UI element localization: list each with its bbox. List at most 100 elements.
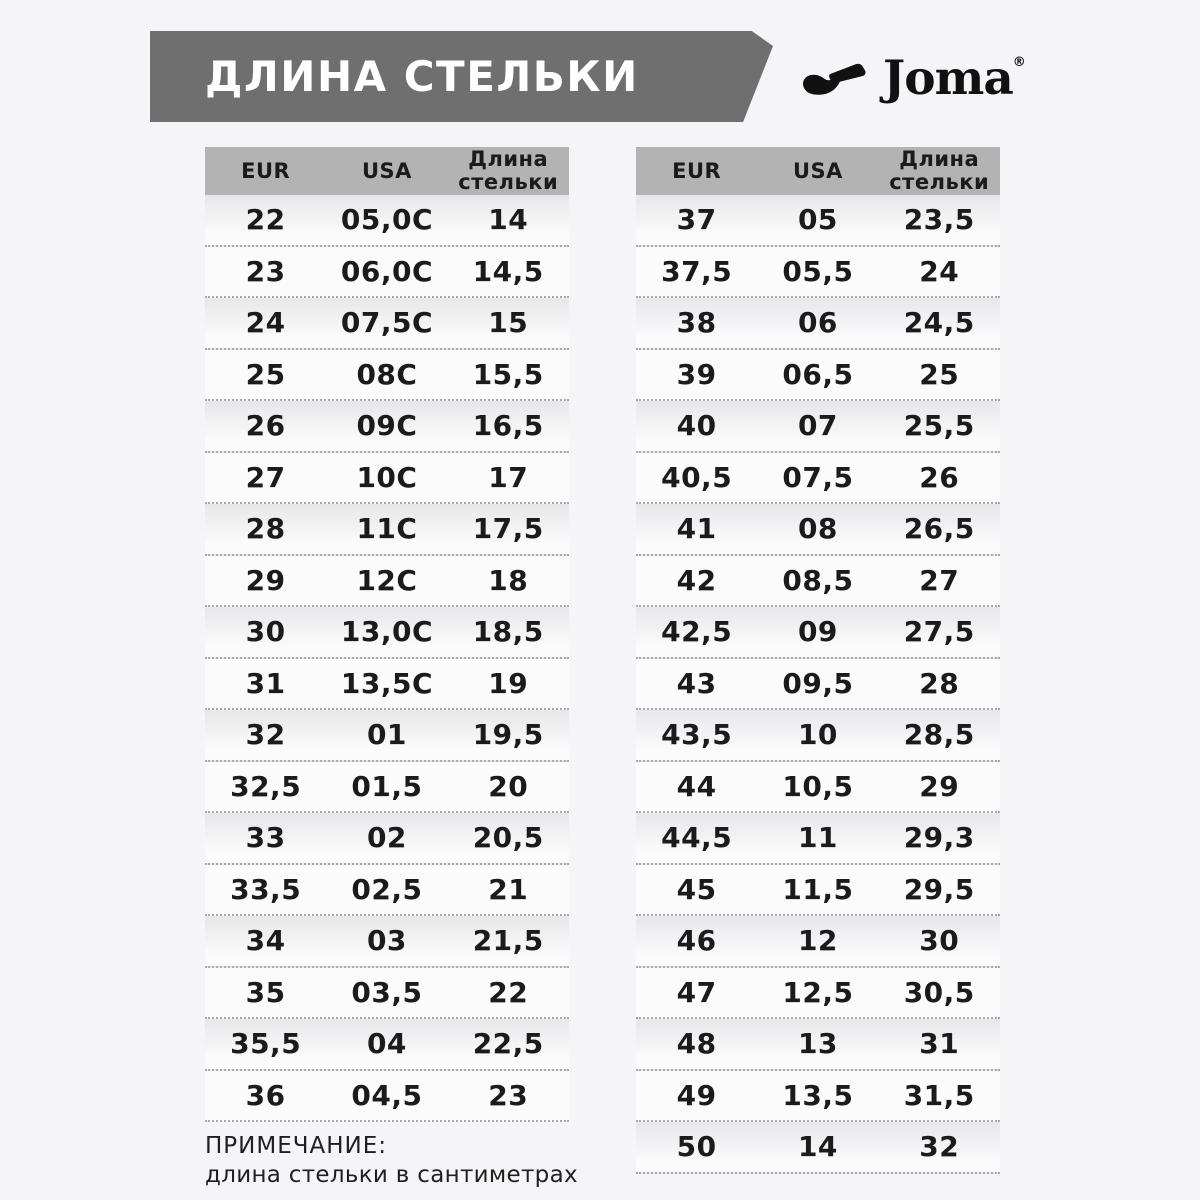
table-cell: 07: [797, 409, 838, 443]
table-cell: 05,0C: [340, 203, 434, 237]
table-row: 33 02 20,5: [205, 813, 569, 865]
table-cell: 10: [797, 718, 838, 752]
table-cell: 50: [676, 1130, 717, 1164]
table-cell: 26: [919, 460, 960, 494]
page-title: ДЛИНА СТЕЛЬКИ: [205, 52, 639, 101]
table-row: 25 08C 15,5: [205, 349, 569, 401]
table-row: 42,5 09 27,5: [636, 607, 1000, 659]
table-row: 50 14 32: [636, 1122, 1000, 1174]
table-cell: 34: [245, 924, 286, 958]
table-cell: 27: [245, 460, 286, 494]
table-cell: 07,5C: [340, 306, 434, 340]
table-cell: 37: [676, 203, 717, 237]
table-cell: 11,5: [782, 872, 854, 906]
table-cell: 22: [245, 203, 286, 237]
table-cell: 06,5: [782, 357, 854, 391]
table-cell: 20: [488, 769, 529, 803]
column-header-usa: USA: [361, 158, 412, 183]
table-cell: 02,5: [351, 872, 423, 906]
table-cell: 28: [245, 512, 286, 546]
table-cell: 25: [919, 357, 960, 391]
table-cell: 30: [919, 924, 960, 958]
table-cell: 12C: [356, 563, 418, 597]
table-cell: 08C: [356, 357, 418, 391]
table-cell: 14,5: [472, 254, 544, 288]
column-header-insole-length: Длина стельки: [458, 147, 559, 194]
table-row: 35,5 04 22,5: [205, 1019, 569, 1071]
table-cell: 22,5: [472, 1027, 544, 1061]
table-cell: 49: [676, 1078, 717, 1112]
table-row: 42 08,5 27: [636, 555, 1000, 607]
column-header-eur: EUR: [241, 158, 291, 183]
table-cell: 09C: [356, 409, 418, 443]
table-cell: 31: [919, 1027, 960, 1061]
table-row: 41 08 26,5: [636, 504, 1000, 556]
table-row: 30 13,0C 18,5: [205, 607, 569, 659]
table-row: 32,5 01,5 20: [205, 761, 569, 813]
table-cell: 16,5: [472, 409, 544, 443]
table-cell: 38: [676, 306, 717, 340]
table-cell: 01: [366, 718, 407, 752]
table-cell: 23: [245, 254, 286, 288]
table-row: 36 04,5 23: [205, 1070, 569, 1122]
table-row: 47 12,5 30,5: [636, 967, 1000, 1019]
table-cell: 29,3: [903, 821, 975, 855]
table-cell: 10C: [356, 460, 418, 494]
table-cell: 26,5: [903, 512, 975, 546]
table-cell: 32,5: [230, 769, 302, 803]
table-cell: 27: [919, 563, 960, 597]
table-cell: 13,5: [782, 1078, 854, 1112]
table-cell: 15: [488, 306, 529, 340]
table-cell: 09: [797, 615, 838, 649]
table-cell: 21: [488, 872, 529, 906]
joma-swoosh-icon: [803, 63, 866, 95]
table-row: 46 12 30: [636, 916, 1000, 968]
table-cell: 18: [488, 563, 529, 597]
table-row: 22 05,0C 14: [205, 195, 569, 247]
table-row: 35 03,5 22: [205, 967, 569, 1019]
table-cell: 08,5: [782, 563, 854, 597]
table-cell: 32: [919, 1130, 960, 1164]
table-cell: 28: [919, 666, 960, 700]
table-cell: 05,5: [782, 254, 854, 288]
table-cell: 12: [797, 924, 838, 958]
table-header-right: EUR USA Длина стельки: [636, 147, 1000, 195]
table-cell: 31,5: [903, 1078, 975, 1112]
table-cell: 25: [245, 357, 286, 391]
table-cell: 36: [245, 1078, 286, 1112]
table-cell: 35: [245, 975, 286, 1009]
table-cell: 37,5: [661, 254, 733, 288]
table-cell: 03: [366, 924, 407, 958]
table-row: 43,5 10 28,5: [636, 710, 1000, 762]
table-cell: 35,5: [230, 1027, 302, 1061]
table-row: 40 07 25,5: [636, 401, 1000, 453]
table-cell: 46: [676, 924, 717, 958]
table-cell: 08: [797, 512, 838, 546]
table-cell: 39: [676, 357, 717, 391]
table-cell: 17: [488, 460, 529, 494]
table-cell: 23: [488, 1078, 529, 1112]
table-cell: 05: [797, 203, 838, 237]
table-cell: 04: [366, 1027, 407, 1061]
table-row: 34 03 21,5: [205, 916, 569, 968]
table-row: 29 12C 18: [205, 555, 569, 607]
column-header-eur: EUR: [672, 158, 722, 183]
table-cell: 27,5: [903, 615, 975, 649]
table-cell: 10,5: [782, 769, 854, 803]
table-cell: 25,5: [903, 409, 975, 443]
table-cell: 15,5: [472, 357, 544, 391]
column-header-insole-length: Длина стельки: [889, 147, 990, 194]
table-cell: 43,5: [661, 718, 733, 752]
column-header-usa: USA: [792, 158, 843, 183]
table-cell: 13,5C: [340, 666, 434, 700]
size-table-left: EUR USA Длина стельки 22 05,0C 14 23 06,0C 14…: [205, 147, 569, 1122]
table-cell: 01,5: [351, 769, 423, 803]
size-table-right: EUR USA Длина стельки 37 05 23,5 37,5 05,5 24…: [636, 147, 1000, 1174]
table-cell: 40: [676, 409, 717, 443]
table-row: 44,5 11 29,3: [636, 813, 1000, 865]
table-cell: 41: [676, 512, 717, 546]
table-cell: 07,5: [782, 460, 854, 494]
table-cell: 30: [245, 615, 286, 649]
table-row: 49 13,5 31,5: [636, 1070, 1000, 1122]
